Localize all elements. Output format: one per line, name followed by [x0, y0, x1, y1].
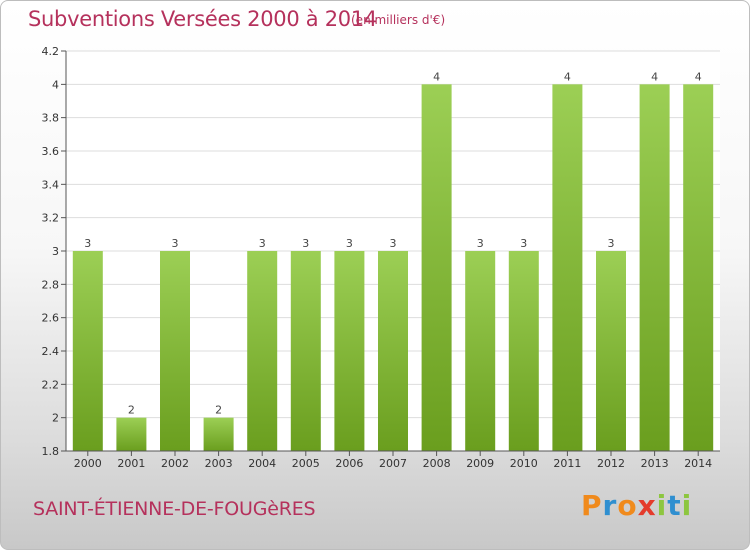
bar-value-label: 3 [390, 237, 397, 250]
x-tick-label: 2008 [423, 457, 451, 470]
bar [465, 251, 496, 451]
bar-value-label: 3 [608, 237, 615, 250]
x-tick-label: 2005 [292, 457, 320, 470]
bar-value-label: 2 [215, 404, 222, 417]
bar-value-label: 3 [172, 237, 179, 250]
bar-value-label: 3 [84, 237, 91, 250]
x-tick-label: 2003 [205, 457, 233, 470]
bar-value-label: 3 [259, 237, 266, 250]
x-tick-label: 2002 [161, 457, 189, 470]
x-tick-label: 2006 [335, 457, 363, 470]
bar [203, 417, 234, 451]
y-tick-label: 2 [52, 412, 59, 425]
bar-value-label: 4 [564, 70, 571, 83]
bars: 3 2 3 2 3 3 3 3 4 3 3 4 3 4 4 [72, 70, 714, 451]
bar [683, 84, 714, 451]
commune-name: SAINT-ÉTIENNE-DE-FOUGèRES [33, 498, 316, 520]
bar [552, 84, 583, 451]
chart-unit: (en milliers d'€) [351, 13, 446, 27]
y-tick-label: 3.2 [42, 212, 60, 225]
bar-value-label: 3 [520, 237, 527, 250]
y-tick-label: 3.8 [42, 112, 60, 125]
logo-letter: r [602, 489, 618, 522]
axes: 1.8 2 2.2 2.4 2.6 2.8 3 3.2 3.4 3.6 3.8 4 4.2 2000 200… [42, 45, 720, 470]
x-tick-label: 2004 [248, 457, 276, 470]
x-tick-label: 2014 [684, 457, 712, 470]
x-tick-label: 2001 [117, 457, 145, 470]
x-tick-label: 2012 [597, 457, 625, 470]
bar-value-label: 3 [302, 237, 309, 250]
bar-value-label: 3 [346, 237, 353, 250]
bar [247, 251, 278, 451]
x-tick-label: 2007 [379, 457, 407, 470]
bar [421, 84, 452, 451]
bar [378, 251, 408, 451]
logo-letter: i [656, 489, 668, 522]
logo-letter: i [681, 489, 693, 522]
bar [72, 251, 103, 451]
bar-value-label: 2 [128, 404, 135, 417]
bar [116, 417, 147, 451]
y-tick-label: 2.8 [42, 278, 60, 291]
bar [290, 251, 321, 451]
bar-value-label: 3 [477, 237, 484, 250]
bar [160, 251, 190, 451]
logo-letter: t [667, 489, 682, 522]
y-tick-label: 2.6 [42, 312, 60, 325]
bar [639, 84, 670, 451]
x-tick-label: 2009 [466, 457, 494, 470]
y-tick-label: 4.2 [42, 45, 60, 58]
logo-letter: o [617, 489, 638, 522]
x-tick-label: 2013 [641, 457, 669, 470]
proxiti-logo: Proxiti [581, 489, 692, 522]
x-tick-label: 2011 [553, 457, 581, 470]
bar-value-label: 4 [651, 70, 658, 83]
y-tick-label: 1.8 [42, 445, 60, 458]
x-tick-label: 2000 [74, 457, 102, 470]
y-tick-label: 2.4 [42, 345, 60, 358]
bar-value-label: 4 [695, 70, 702, 83]
y-tick-label: 3.4 [42, 178, 60, 191]
x-tick-label: 2010 [510, 457, 538, 470]
bar [596, 251, 626, 451]
chart-title: Subventions Versées 2000 à 2014 [28, 7, 377, 31]
bar [334, 251, 365, 451]
y-tick-label: 2.2 [42, 378, 60, 391]
bar [508, 251, 539, 451]
y-tick-label: 4 [52, 78, 59, 91]
bar-value-label: 4 [433, 70, 440, 83]
logo-letter: P [581, 489, 603, 522]
logo-letter: x [637, 489, 657, 522]
y-tick-label: 3 [52, 245, 59, 258]
y-tick-label: 3.6 [42, 145, 60, 158]
